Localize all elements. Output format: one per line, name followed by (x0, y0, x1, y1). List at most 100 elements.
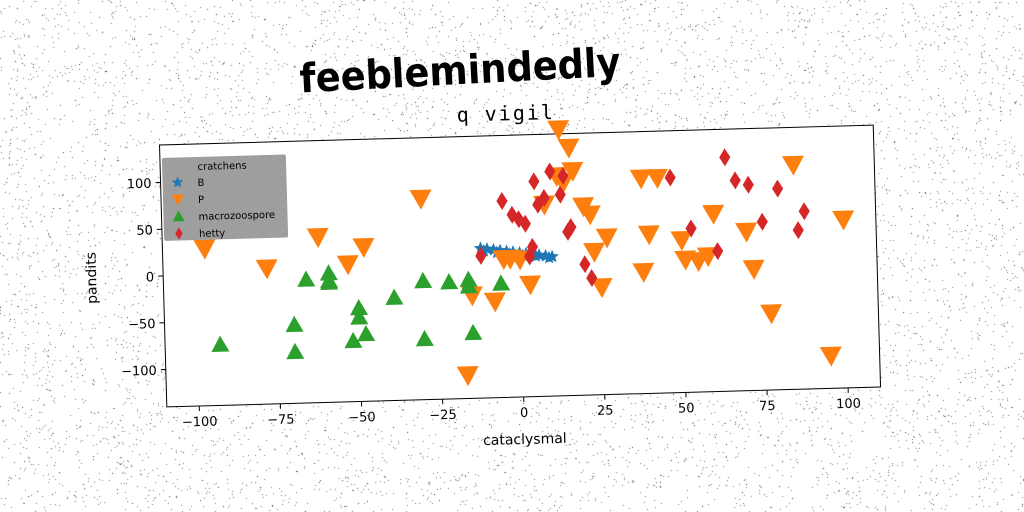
x-tick-label: −75 (267, 412, 295, 428)
data-point-macrozoospore (286, 342, 305, 360)
legend-label: hetty (199, 228, 226, 240)
data-point-hetty (712, 242, 724, 261)
data-point-macrozoospore (297, 270, 316, 287)
data-point-macrozoospore (464, 323, 483, 341)
data-point-p (583, 242, 606, 263)
chart-title: q vigil (456, 100, 555, 127)
data-point-p (456, 366, 479, 387)
data-point-p (483, 292, 506, 313)
data-point-p (832, 210, 855, 231)
banner-title: feeblemindedly (299, 39, 622, 103)
x-tick-label: −100 (182, 415, 218, 431)
data-point-p (590, 278, 613, 299)
series-p (193, 120, 855, 387)
data-point-hetty (756, 212, 768, 231)
data-point-macrozoospore (492, 274, 511, 291)
x-tick-label: 50 (678, 401, 695, 416)
data-point-hetty (685, 219, 697, 238)
legend-label: P (198, 195, 204, 206)
data-point-p (781, 155, 804, 176)
data-point-p (637, 225, 660, 246)
data-point-p (255, 259, 278, 280)
data-point-hetty (523, 247, 536, 266)
x-axis: −100 −75 −50 −25 0 25 50 75 100 (182, 387, 861, 431)
x-tick-label: −25 (429, 408, 457, 424)
data-point-p (557, 138, 580, 159)
series-macrozoospore (211, 264, 511, 360)
data-point-hetty (742, 175, 754, 194)
x-tick-label: −50 (348, 410, 376, 426)
x-tick-label: 100 (836, 397, 861, 413)
x-tick-label: 0 (520, 406, 529, 421)
legend-marker-macrozoospore (172, 210, 185, 222)
data-point-macrozoospore (414, 271, 433, 289)
data-point-macrozoospore (415, 329, 434, 347)
y-tick-label: 100 (127, 177, 152, 193)
data-point-p (519, 275, 542, 296)
legend-box (161, 154, 289, 241)
data-marks (193, 120, 855, 387)
data-point-p (760, 304, 783, 325)
data-point-hetty (792, 221, 804, 240)
data-point-macrozoospore (211, 335, 230, 353)
data-point-macrozoospore (440, 273, 459, 290)
data-point-hetty (565, 218, 577, 237)
y-axis: −100 −50 0 50 100 (121, 177, 166, 380)
data-point-hetty (719, 148, 731, 167)
data-point-hetty (496, 191, 508, 210)
data-point-b (529, 249, 543, 262)
data-point-macrozoospore (319, 264, 338, 281)
data-point-hetty (519, 214, 531, 233)
y-tick-label: 0 (146, 270, 155, 285)
data-point-hetty (772, 179, 784, 198)
data-point-p (735, 222, 758, 243)
data-point-macrozoospore (385, 288, 404, 306)
data-point-hetty (586, 269, 598, 288)
plot-area-group: q vigil −100 −75 −50 −25 0 25 50 75 100 −100 −50 0… (83, 100, 882, 449)
data-point-macrozoospore (320, 273, 339, 291)
data-point-p (819, 346, 842, 367)
data-point-hetty (554, 185, 566, 204)
data-point-p (645, 168, 668, 189)
data-point-p (409, 189, 432, 210)
data-point-p (547, 120, 570, 141)
data-point-p (632, 262, 655, 283)
y-tick-label: 50 (136, 223, 153, 238)
legend-label: B (197, 178, 204, 189)
data-point-hetty (544, 162, 556, 181)
data-point-p (193, 239, 216, 260)
data-point-hetty (526, 237, 539, 256)
data-point-p (702, 204, 725, 225)
legend-label: macrozoospore (198, 210, 275, 223)
data-point-hetty (729, 171, 741, 190)
data-point-hetty (798, 202, 810, 221)
y-axis-label: pandits (83, 252, 100, 304)
data-point-b (477, 244, 491, 257)
data-point-p (352, 237, 375, 258)
data-point-b (542, 250, 556, 264)
y-tick-label: −50 (128, 317, 156, 333)
data-point-macrozoospore (357, 324, 376, 342)
data-point-hetty (579, 255, 591, 274)
x-axis-label: cataclysmal (483, 431, 567, 449)
legend-marker-b (171, 176, 184, 188)
data-point-hetty (475, 246, 487, 265)
data-point-p (578, 205, 601, 226)
data-point-hetty (538, 188, 550, 207)
data-point-macrozoospore (285, 315, 304, 333)
data-point-hetty (664, 168, 676, 187)
data-point-hetty (532, 195, 544, 214)
data-point-p (306, 227, 329, 249)
data-point-p (670, 230, 693, 251)
x-tick-label: 75 (759, 399, 776, 414)
series-hetty (475, 148, 810, 288)
legend-title: cratchens (197, 161, 246, 173)
y-tick-label: −100 (121, 364, 157, 380)
data-point-hetty (562, 222, 574, 241)
data-point-p (629, 169, 652, 190)
data-point-macrozoospore (459, 270, 478, 288)
data-point-macrozoospore (350, 298, 369, 316)
x-tick-label: 25 (597, 403, 614, 418)
data-point-macrozoospore (344, 331, 363, 349)
